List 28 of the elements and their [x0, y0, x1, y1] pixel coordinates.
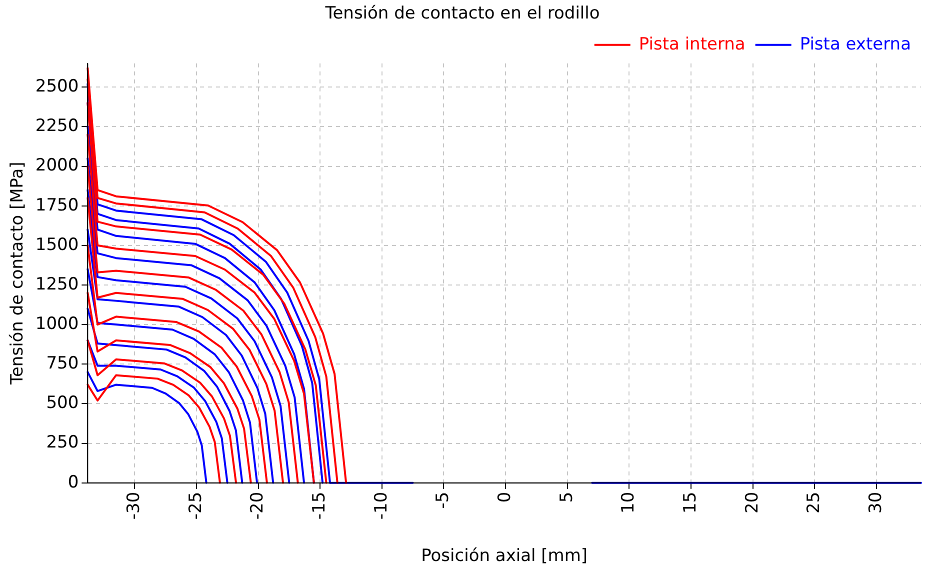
y-tick-label: 1500: [35, 234, 79, 255]
x-tick-label: 0: [494, 492, 515, 503]
x-tick-label: -20: [248, 492, 268, 520]
y-tick-label: 2000: [35, 156, 79, 176]
y-tick-label: 250: [46, 432, 79, 453]
chart-title: Tensión de contacto en el rodillo: [324, 4, 600, 24]
y-tick-label: 2250: [35, 116, 79, 136]
y-tick-label: 1000: [35, 314, 79, 334]
x-tick-label: -15: [310, 492, 330, 520]
x-tick-label: 5: [556, 492, 577, 503]
y-axis-title: Tensión de contacto [MPa]: [8, 162, 28, 386]
y-tick-label: 750: [46, 354, 79, 374]
y-tick-label: 500: [46, 393, 79, 414]
y-tick-label: 2500: [35, 76, 79, 97]
x-axis-title: Posición axial [mm]: [421, 546, 588, 566]
x-tick-label: -30: [124, 492, 144, 520]
legend-label: Pista externa: [800, 34, 912, 54]
x-tick-label: 10: [618, 492, 639, 514]
legend-label: Pista interna: [638, 34, 746, 54]
x-tick-label: 25: [804, 492, 824, 514]
y-tick-label: 1250: [35, 274, 79, 294]
x-tick-label: -5: [433, 492, 454, 509]
x-tick-label: -25: [186, 492, 206, 520]
y-tick-label: 1750: [35, 195, 79, 216]
x-tick-label: 30: [866, 492, 886, 514]
x-tick-label: -10: [371, 492, 392, 520]
x-tick-label: 20: [742, 492, 762, 514]
x-tick-label: 15: [680, 492, 700, 514]
